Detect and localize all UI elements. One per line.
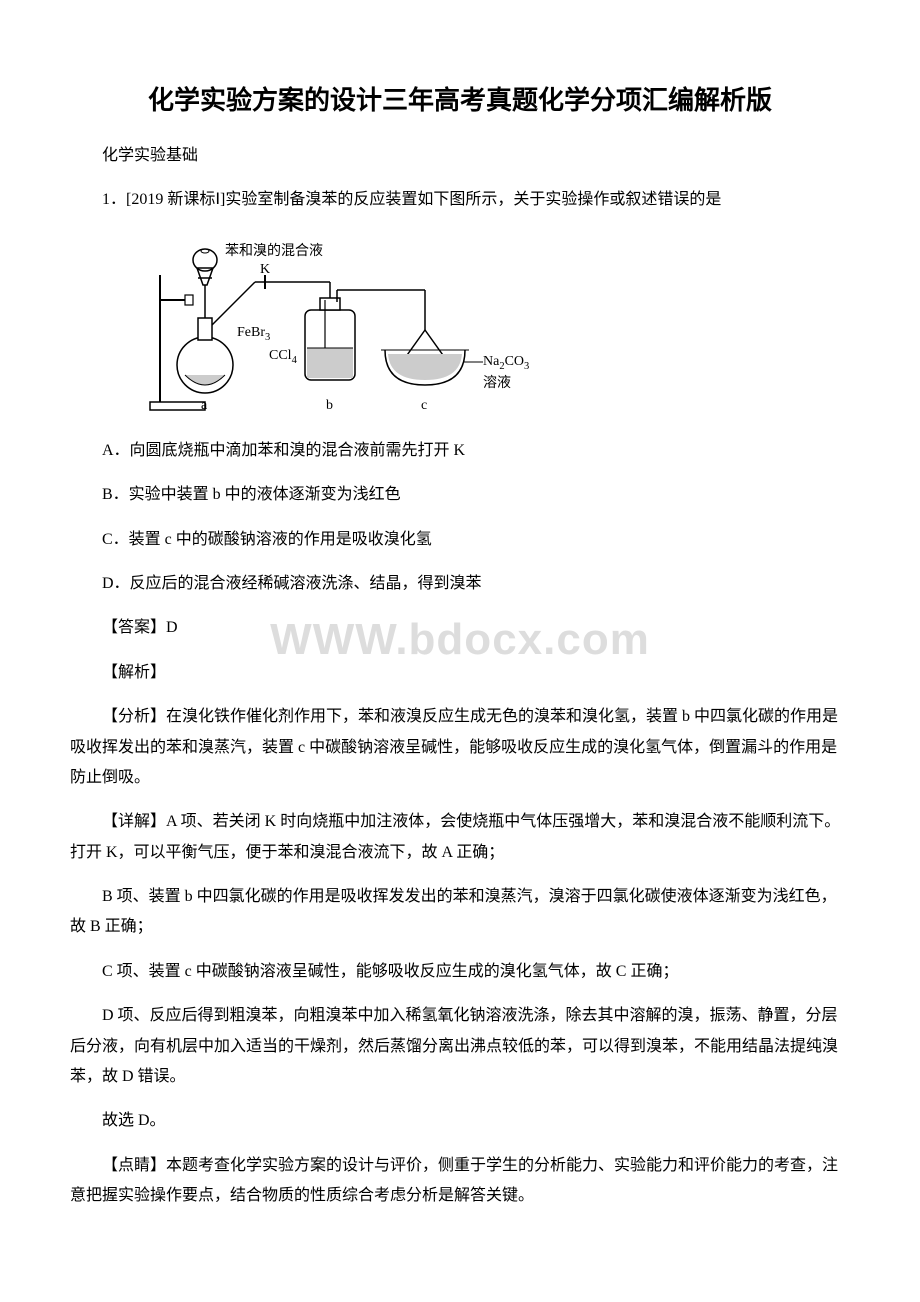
co-sub: 3 (524, 361, 529, 372)
figure-label-c: c (421, 398, 427, 414)
apparatus-svg (145, 230, 515, 420)
answer-label: 【答案】D (70, 613, 850, 643)
page-title: 化学实验方案的设计三年高考真题化学分项汇编解析版 (70, 80, 850, 117)
figure-label-b: b (326, 398, 333, 414)
option-d: D．反应后的混合液经稀碱溶液洗涤、结晶，得到溴苯 (70, 569, 850, 599)
detail-c: C 项、装置 c 中碳酸钠溶液呈碱性，能够吸收反应生成的溴化氢气体，故 C 正确… (70, 957, 850, 987)
febr3-sub: 3 (265, 332, 270, 343)
figure-label-ccl4: CCl4 (269, 348, 297, 366)
question-stem: 1．[2019 新课标Ⅰ]实验室制备溴苯的反应装置如下图所示，关于实验操作或叙述… (70, 185, 850, 215)
na-text: Na (483, 354, 499, 369)
analysis-label: 【解析】 (70, 658, 850, 688)
detail-a: 【详解】A 项、若关闭 K 时向烧瓶中加注液体，会使烧瓶中气体压强增大，苯和溴混… (70, 807, 850, 868)
option-a: A．向圆底烧瓶中滴加苯和溴的混合液前需先打开 K (70, 436, 850, 466)
detail-b: B 项、装置 b 中四氯化碳的作用是吸收挥发发出的苯和溴蒸汽，溴溶于四氯化碳使液… (70, 882, 850, 943)
section-header: 化学实验基础 (70, 141, 850, 171)
detail-d: D 项、反应后得到粗溴苯，向粗溴苯中加入稀氢氧化钠溶液洗涤，除去其中溶解的溴，振… (70, 1001, 850, 1092)
dianjing: 【点睛】本题考查化学实验方案的设计与评价，侧重于学生的分析能力、实验能力和评价能… (70, 1151, 850, 1212)
ccl4-sub: 4 (292, 355, 297, 366)
option-b: B．实验中装置 b 中的液体逐渐变为浅红色 (70, 480, 850, 510)
figure-label-k: K (260, 262, 270, 278)
figure-label-a: a (201, 398, 207, 414)
apparatus-figure: 苯和溴的混合液 K FeBr3 CCl4 Na2CO3溶液 a b c (145, 230, 515, 420)
figure-label-top: 苯和溴的混合液 (225, 240, 323, 260)
conclusion: 故选 D。 (70, 1106, 850, 1136)
figure-label-febr3: FeBr3 (237, 325, 270, 343)
figure-label-na2co3: Na2CO3溶液 (483, 354, 529, 392)
analysis-intro: 【分析】在溴化铁作催化剂作用下，苯和液溴反应生成无色的溴苯和溴化氢，装置 b 中… (70, 702, 850, 793)
ccl4-text: CCl (269, 348, 292, 363)
option-c: C．装置 c 中的碳酸钠溶液的作用是吸收溴化氢 (70, 525, 850, 555)
febr3-text: FeBr (237, 325, 265, 340)
na-tail: 溶液 (483, 376, 511, 391)
document-content: 化学实验方案的设计三年高考真题化学分项汇编解析版 化学实验基础 1．[2019 … (70, 80, 850, 1212)
co-text: CO (505, 354, 524, 369)
